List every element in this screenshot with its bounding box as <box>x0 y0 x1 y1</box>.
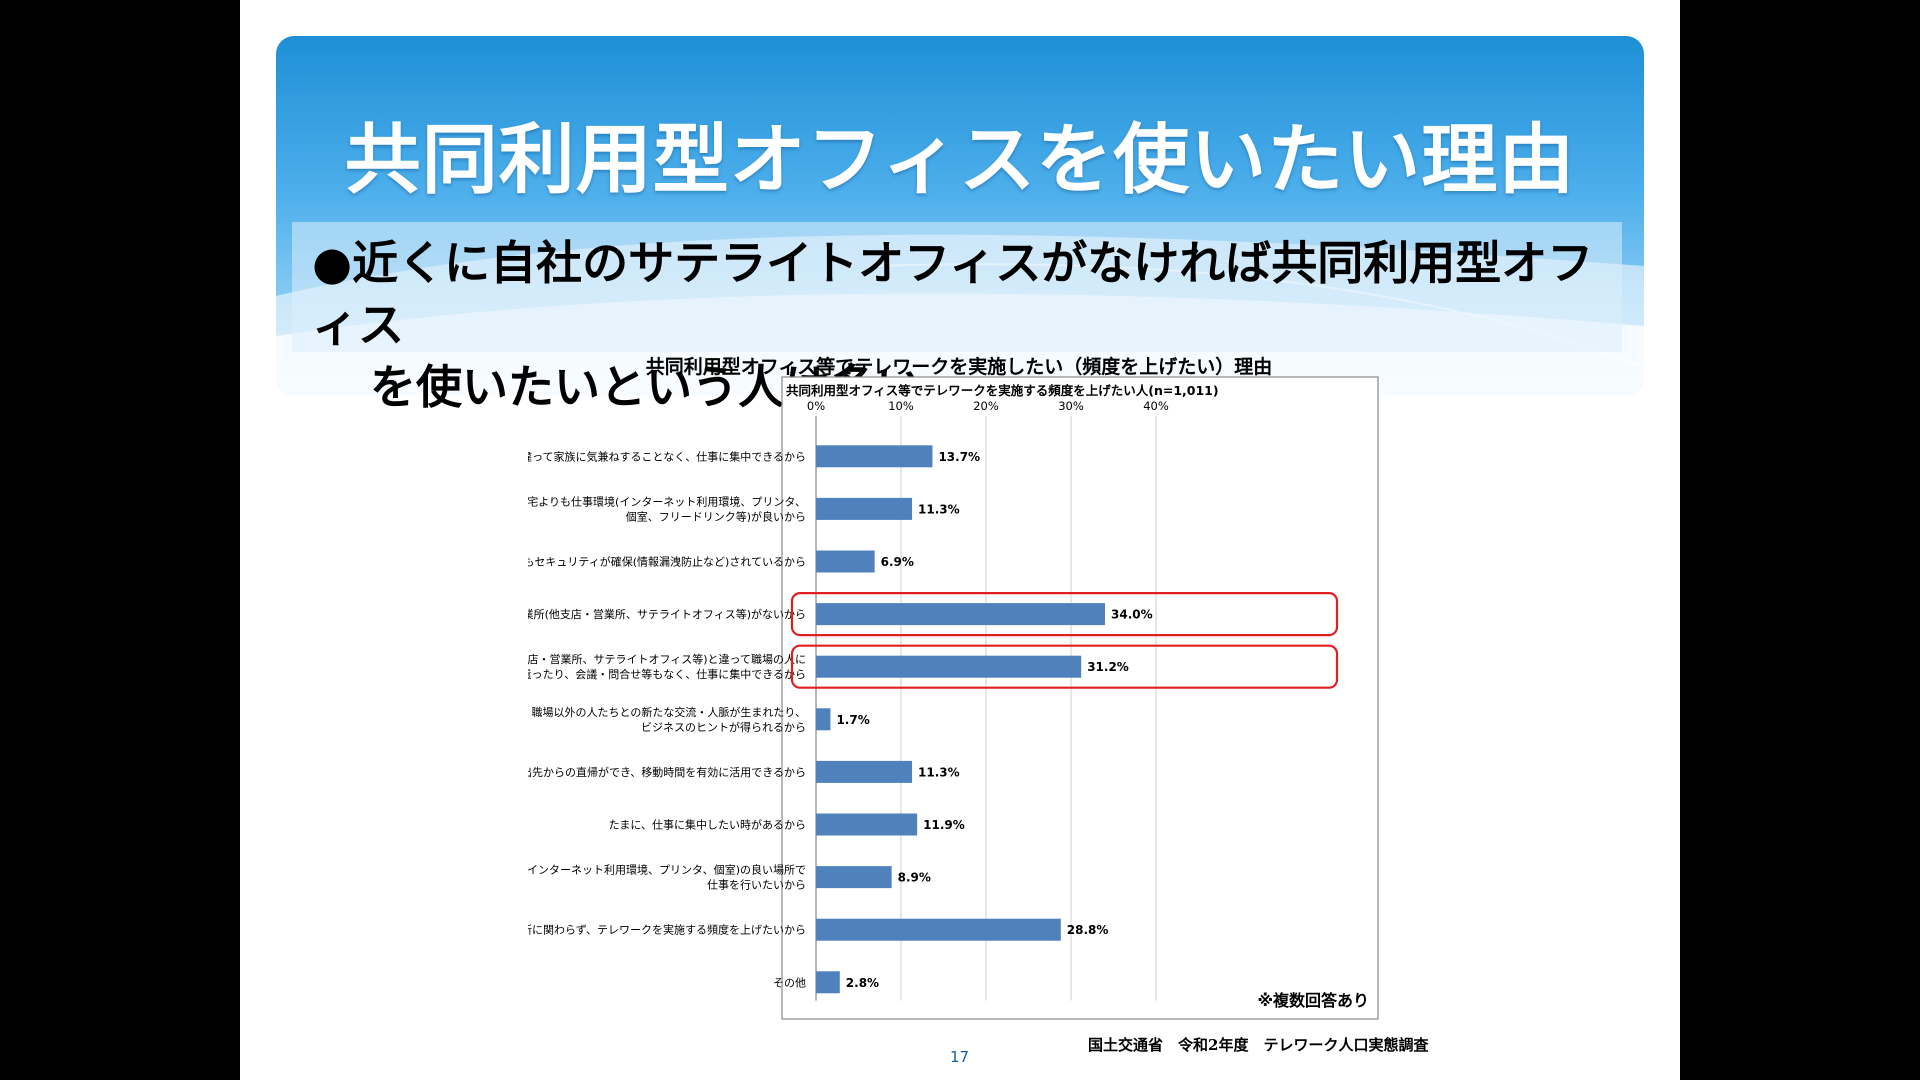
page-number: 17 <box>950 1048 970 1066</box>
category-label: 自宅よりもセキュリティが確保(情報漏洩防止など)されているから <box>528 555 806 569</box>
bar <box>816 760 913 783</box>
bar <box>816 708 831 731</box>
slide-title: 共同利用型オフィスを使いたい理由 <box>344 115 1576 204</box>
category-label: 個室、フリードリンク等)が良いから <box>626 509 806 523</box>
category-label: 近くに自社の他事業所(他支店・営業所、サテライトオフィス等)がないから <box>528 607 806 621</box>
category-label: 気を遣ったり、会議・問合せ等もなく、仕事に集中できるから <box>528 667 806 681</box>
x-tick-label: 30% <box>1058 399 1084 413</box>
bar-value-label: 2.8% <box>846 976 879 990</box>
x-tick-label: 10% <box>888 399 914 413</box>
subtitle-band <box>292 222 1622 352</box>
category-label: 場所に関わらず、テレワークを実施する頻度を上げたいから <box>528 923 806 937</box>
bar <box>816 813 918 836</box>
chart-static <box>781 376 1379 1020</box>
subtitle-line-1: ●近くに自社のサテライトオフィスがなければ共同利用型オフィス <box>312 236 1594 352</box>
highlight-box <box>790 592 1339 637</box>
slide-subtitle: ●近くに自社のサテライトオフィスがなければ共同利用型オフィス を使いたいという人… <box>312 232 1632 418</box>
bar-value-label: 11.3% <box>918 502 960 516</box>
bar-chart: 0% 10% 20% 30% 40% 自宅と違って家族に気兼ねすることなく、仕事に集中で… <box>528 376 1379 1020</box>
category-label: たまに、仕事環境(インターネット利用環境、プリンタ、個室)の良い場所で <box>528 863 806 877</box>
bar-value-label: 34.0% <box>1111 608 1153 622</box>
x-tick-label: 0% <box>807 399 825 413</box>
chart-value-labels: 13.7% 11.3% 6.9% 34.0% 31.2% 1.7% 11.3% 11.9% 8.… <box>836 450 1152 990</box>
bar-value-label: 13.7% <box>938 450 980 464</box>
source-citation: 国土交通省 令和2年度 テレワーク人口実態調査 <box>1088 1036 1429 1054</box>
category-label: たまに、仕事に集中したい時があるから <box>609 818 806 832</box>
bar-value-label: 8.9% <box>898 871 931 885</box>
chart-subtitle: 共同利用型オフィス等でテレワークを実施する頻度を上げたい人(n=1,011) <box>786 383 1219 398</box>
category-label: 職場以外の人たちとの新たな交流・人脈が生まれたり、 <box>532 705 806 719</box>
bar <box>816 866 892 889</box>
bar <box>816 603 1105 626</box>
bar-value-label: 31.2% <box>1087 660 1129 674</box>
category-label: 自社の他事業所(他支店・営業所、サテライトオフィス等)と違って職場の人に <box>528 652 806 666</box>
bar <box>816 918 1061 941</box>
category-label: 自宅よりも仕事環境(インターネット利用環境、プリンタ、 <box>528 494 806 508</box>
chart-ticks: 0% 10% 20% 30% 40% <box>807 399 1169 413</box>
bar-value-label: 11.3% <box>918 765 960 779</box>
bar-value-label: 6.9% <box>881 555 914 569</box>
category-label: 仕事を行いたいから <box>707 879 806 892</box>
category-label: 自宅と違って家族に気兼ねすることなく、仕事に集中できるから <box>528 449 806 463</box>
bar <box>816 497 913 520</box>
bar <box>816 655 1082 678</box>
bar <box>816 550 875 573</box>
bar-value-label: 1.7% <box>836 713 869 727</box>
bar <box>816 445 933 468</box>
x-tick-label: 40% <box>1143 399 1169 413</box>
x-tick-label: 20% <box>973 399 999 413</box>
category-label: ビジネスのヒントが得られるから <box>641 720 806 734</box>
chart-highlights <box>790 592 1339 689</box>
slide: 共同利用型オフィスを使いたい理由 ●近くに自社のサテライトオフィスがなければ共同… <box>240 0 1680 1080</box>
chart-note: ※複数回答あり <box>1257 991 1369 1010</box>
category-label: その他 <box>773 976 806 989</box>
bar-value-label: 28.8% <box>1067 923 1109 937</box>
chart-category-labels: 自宅と違って家族に気兼ねすることなく、仕事に集中できるから自宅よりも仕事環境(イ… <box>528 449 806 989</box>
bar <box>816 971 840 994</box>
chart-bars <box>816 445 1105 994</box>
chart-title: 共同利用型オフィス等でテレワークを実施したい（頻度を上げたい）理由 <box>645 356 1273 378</box>
chart-border <box>781 376 1379 1020</box>
category-label: 出先への直行や出先からの直帰ができ、移動時間を有効に活用できるから <box>528 765 806 779</box>
highlight-box <box>790 644 1339 689</box>
bar-value-label: 11.9% <box>923 818 965 832</box>
